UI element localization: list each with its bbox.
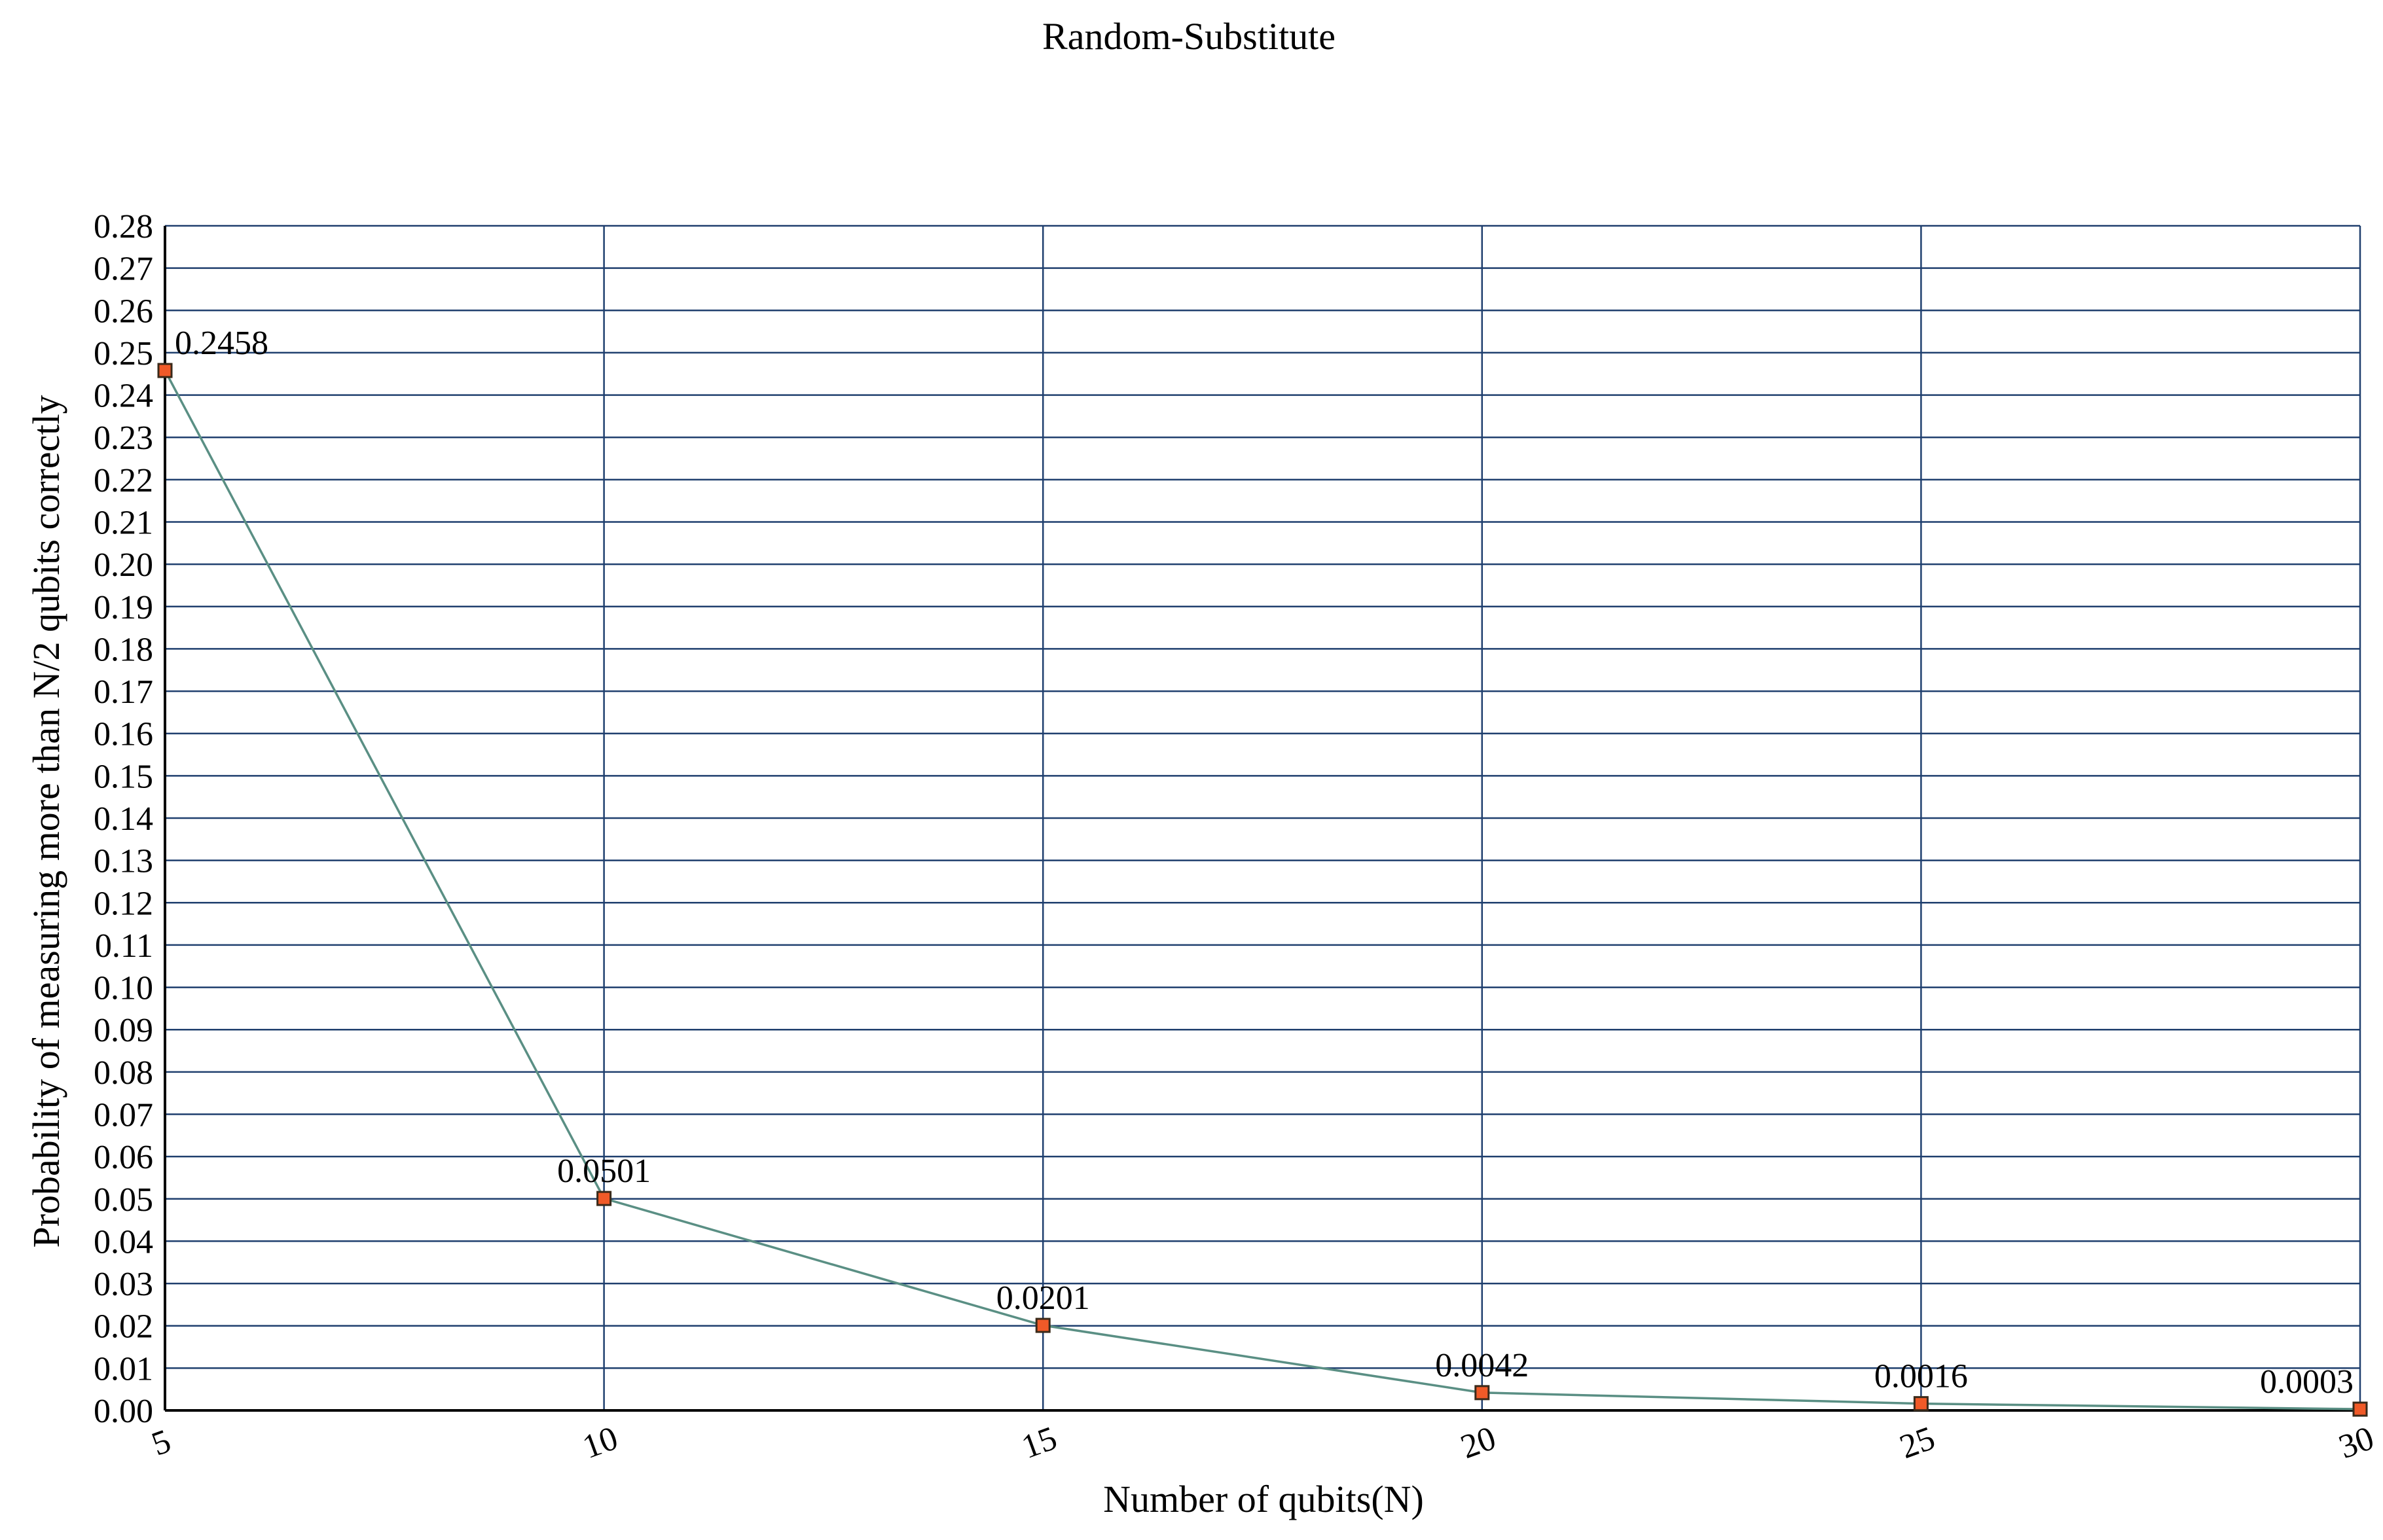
data-label: 0.2458 [175, 325, 268, 362]
grid-lines [164, 224, 2361, 1410]
y-tick-label: 0.22 [94, 462, 153, 499]
data-label: 0.0042 [1435, 1347, 1529, 1384]
y-tick-label: 0.25 [94, 335, 153, 372]
data-label: 0.0003 [2260, 1363, 2354, 1401]
data-point-marker [157, 363, 173, 378]
data-point-marker [1913, 1396, 1929, 1412]
y-tick-label: 0.27 [94, 251, 153, 288]
y-tick-labels: 0.00 0.01 0.02 0.03 0.04 0.05 0.06 0.07 0.08 0.09… [94, 208, 153, 1430]
y-tick-label: 0.21 [94, 505, 153, 542]
y-tick-label: 0.02 [94, 1308, 153, 1346]
data-point-marker [1474, 1385, 1490, 1401]
data-point-marker [1035, 1317, 1051, 1333]
y-tick-label: 0.18 [94, 631, 153, 668]
data-labels: 0.2458 0.0501 0.0201 0.0042 0.0016 0.0003 [175, 325, 2354, 1401]
data-label: 0.0201 [996, 1280, 1090, 1317]
y-tick-label: 0.07 [94, 1097, 153, 1134]
y-tick-label: 0.24 [94, 378, 153, 415]
y-tick-label: 0.00 [94, 1393, 153, 1430]
y-tick-label: 0.17 [94, 673, 153, 711]
y-tick-label: 0.16 [94, 716, 153, 753]
series-line [164, 370, 2361, 1410]
y-tick-label: 0.06 [94, 1139, 153, 1176]
y-tick-label: 0.20 [94, 546, 153, 584]
y-tick-label: 0.04 [94, 1223, 153, 1261]
x-axis-label: Number of qubits(N) [1103, 1478, 1424, 1520]
y-axis-label: Probability of measuring more than N/2 q… [25, 395, 67, 1247]
data-series [157, 363, 2368, 1417]
y-tick-label: 0.11 [95, 927, 153, 965]
data-label: 0.0501 [557, 1153, 651, 1190]
data-label: 0.0016 [1874, 1358, 1968, 1395]
y-tick-label: 0.28 [94, 208, 153, 245]
y-tick-label: 0.01 [94, 1350, 153, 1388]
y-tick-label: 0.13 [94, 843, 153, 880]
axes [164, 226, 2360, 1412]
y-tick-label: 0.19 [94, 589, 153, 626]
y-tick-label: 0.14 [94, 800, 153, 838]
chart-title: Random-Substitute [1042, 15, 1336, 58]
y-tick-label: 0.15 [94, 758, 153, 795]
y-tick-label: 0.26 [94, 293, 153, 330]
y-tick-label: 0.09 [94, 1012, 153, 1049]
y-tick-label: 0.10 [94, 970, 153, 1007]
y-tick-label: 0.03 [94, 1266, 153, 1303]
y-tick-label: 0.23 [94, 420, 153, 457]
data-point-marker [596, 1191, 612, 1206]
y-tick-label: 0.08 [94, 1054, 153, 1092]
data-point-marker [2352, 1401, 2368, 1417]
y-tick-label: 0.12 [94, 885, 153, 922]
y-tick-label: 0.05 [94, 1181, 153, 1219]
